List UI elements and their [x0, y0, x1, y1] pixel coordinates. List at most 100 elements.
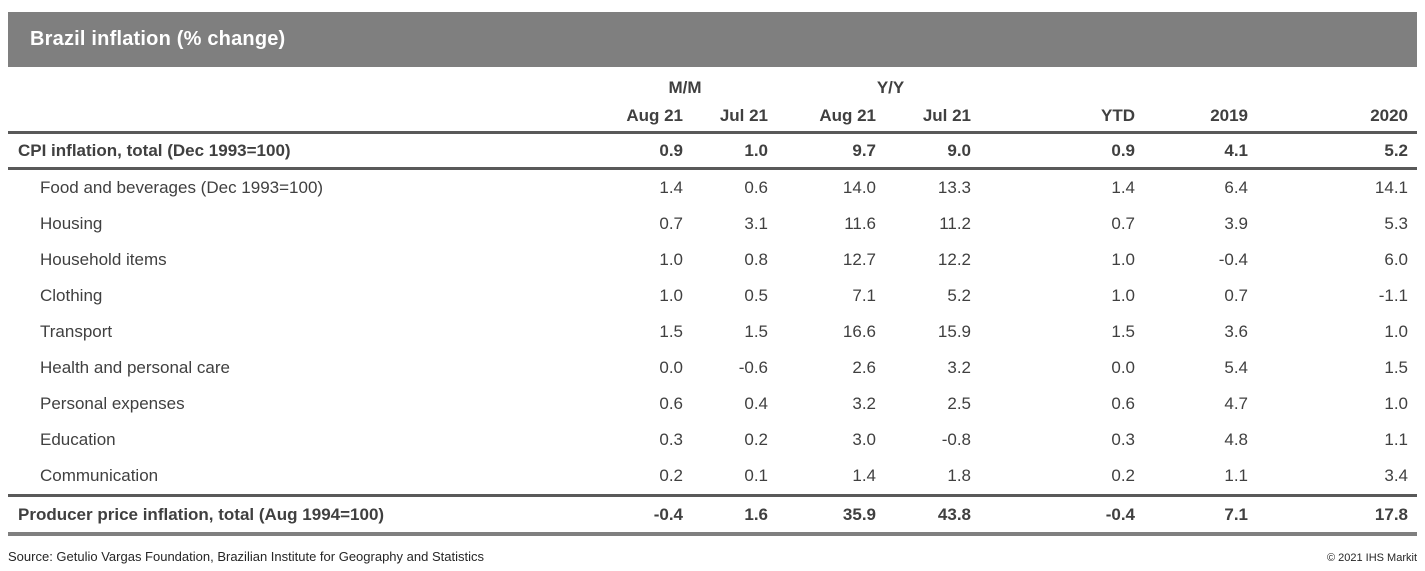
cell-value: 17.8 — [1250, 494, 1418, 534]
cell-value: 3.6 — [1224, 322, 1249, 341]
title-bar: Brazil inflation (% change) — [8, 12, 1417, 67]
table-row: Transport 1.5 1.5 16.6 15.9 1.5 3.6 1.0 — [8, 314, 1417, 350]
cell-value: 1.5 — [744, 322, 769, 341]
cell-value: 2.6 — [852, 358, 877, 377]
inflation-table: M/M Y/Y Aug 21 Jul 21 Aug 21 Jul 21 YTD … — [8, 67, 1418, 536]
cell-value: 1.6 — [685, 494, 771, 534]
cell-value: 1.4 — [659, 178, 683, 197]
cell-value: 3.4 — [1384, 466, 1409, 485]
column-header-yy-aug21: Aug 21 — [770, 101, 879, 134]
cell-value: 15.9 — [937, 322, 972, 341]
cell-value: 0.6 — [1111, 394, 1136, 413]
column-header-2019: 2019 — [1137, 101, 1251, 134]
table-row: Producer price inflation, total (Aug 199… — [8, 494, 1418, 534]
cell-value: 1.0 — [1111, 250, 1136, 269]
cell-value: 3.1 — [744, 214, 769, 233]
cell-value: 0.9 — [973, 132, 1138, 170]
cell-value: 11.6 — [844, 214, 877, 233]
cell-value: 3.9 — [1224, 214, 1249, 233]
cell-value: -0.6 — [738, 358, 769, 377]
row-label: Clothing — [40, 286, 103, 305]
cell-value: 3.2 — [947, 358, 972, 377]
column-group-mm: M/M — [668, 78, 702, 97]
cell-value: 6.0 — [1384, 250, 1409, 269]
cell-value: 0.2 — [1111, 466, 1136, 485]
cell-value: 4.1 — [1137, 132, 1251, 170]
cell-value: 0.3 — [659, 430, 683, 449]
cell-value: 2.5 — [947, 394, 972, 413]
cell-value: 12.7 — [842, 250, 877, 269]
cell-value: 0.6 — [744, 178, 769, 197]
cell-value: 12.2 — [937, 250, 972, 269]
cell-value: 1.8 — [947, 466, 972, 485]
table-header: M/M Y/Y Aug 21 Jul 21 Aug 21 Jul 21 YTD … — [8, 67, 1418, 134]
cell-value: -0.4 — [600, 494, 685, 534]
cell-value: 1.0 — [1111, 286, 1136, 305]
cell-value: 1.4 — [852, 466, 877, 485]
row-label: Food and beverages (Dec 1993=100) — [40, 178, 324, 197]
cell-value: 0.3 — [1111, 430, 1136, 449]
copyright-note: © 2021 IHS Markit — [1326, 552, 1417, 564]
cell-value: 4.8 — [1224, 430, 1249, 449]
cell-value: 5.2 — [947, 286, 972, 305]
cell-value: 0.0 — [1111, 358, 1136, 377]
column-header-yy-jul21: Jul 21 — [878, 101, 974, 134]
column-group-row: M/M Y/Y — [8, 67, 1417, 101]
table-body: CPI inflation, total (Dec 1993=100) 0.9 1.… — [8, 132, 1418, 534]
cell-value: 1.5 — [1384, 358, 1409, 377]
cell-value: 0.7 — [1111, 214, 1136, 233]
row-label: Housing — [40, 214, 103, 233]
source-note: Source: Getulio Vargas Foundation, Brazi… — [8, 549, 484, 564]
cell-value: 1.0 — [659, 286, 683, 305]
table-row: CPI inflation, total (Dec 1993=100) 0.9 1.… — [8, 132, 1418, 170]
cell-value: 14.0 — [842, 178, 877, 197]
cell-value: 14.1 — [1374, 178, 1409, 197]
column-header-row: Aug 21 Jul 21 Aug 21 Jul 21 YTD 2019 202… — [8, 101, 1418, 134]
footer: Source: Getulio Vargas Foundation, Brazi… — [8, 549, 1417, 564]
cell-value: 0.6 — [659, 394, 683, 413]
table-row: Personal expenses 0.6 0.4 3.2 2.5 0.6 4.7 1.0 — [8, 386, 1417, 422]
cell-value: 3.2 — [852, 394, 877, 413]
cell-value: 43.8 — [878, 494, 974, 534]
cell-value: 0.2 — [659, 466, 683, 485]
row-label: Communication — [40, 466, 159, 485]
figure-title: Brazil inflation (% change) — [30, 28, 286, 50]
row-label: Household items — [40, 250, 167, 269]
cell-value: 5.2 — [1250, 132, 1418, 170]
row-label: CPI inflation, total (Dec 1993=100) — [8, 132, 600, 170]
cell-value: 1.5 — [659, 322, 683, 341]
cell-value: -0.4 — [1218, 250, 1249, 269]
table-row: Housing 0.7 3.1 11.6 11.2 0.7 3.9 5.3 — [8, 206, 1417, 242]
cell-value: 1.0 — [659, 250, 683, 269]
cell-value: 1.5 — [1111, 322, 1136, 341]
cell-value: 0.7 — [659, 214, 683, 233]
row-label: Producer price inflation, total (Aug 199… — [8, 494, 600, 534]
cell-value: 0.9 — [600, 132, 685, 170]
cell-value: 0.5 — [744, 286, 769, 305]
cell-value: 0.8 — [744, 250, 769, 269]
cell-value: 3.0 — [852, 430, 877, 449]
cell-value: 0.0 — [659, 358, 683, 377]
cell-value: -0.8 — [941, 430, 972, 449]
table-row: Clothing 1.0 0.5 7.1 5.2 1.0 0.7 -1.1 — [8, 278, 1417, 314]
cell-value: 9.0 — [878, 132, 974, 170]
cell-value: 0.7 — [1224, 286, 1249, 305]
table-row: Food and beverages (Dec 1993=100) 1.4 0.6 1… — [8, 169, 1417, 207]
table-row: Household items 1.0 0.8 12.7 12.2 1.0 -0.4 6.0 — [8, 242, 1417, 278]
cell-value: 0.2 — [744, 430, 769, 449]
row-label: Health and personal care — [40, 358, 230, 377]
cell-value: 0.4 — [744, 394, 769, 413]
cell-value: -1.1 — [1378, 286, 1409, 305]
column-header-mm-jul21: Jul 21 — [685, 101, 771, 134]
cell-value: 13.3 — [937, 178, 972, 197]
cell-value: 7.1 — [1137, 494, 1251, 534]
table-row: Health and personal care 0.0 -0.6 2.6 3.2 0.0… — [8, 350, 1417, 386]
cell-value: 11.2 — [939, 214, 972, 233]
cell-value: 1.0 — [1384, 394, 1409, 413]
cell-value: 4.7 — [1224, 394, 1249, 413]
row-label: Transport — [40, 322, 113, 341]
column-header-2020: 2020 — [1250, 101, 1418, 134]
empty-header-cell — [8, 101, 600, 134]
cell-value: -0.4 — [973, 494, 1138, 534]
